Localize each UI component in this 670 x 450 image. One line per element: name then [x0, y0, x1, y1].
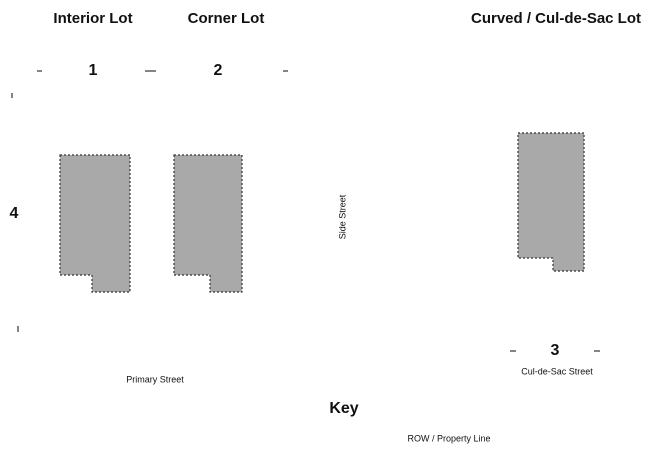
primary-street-label: Primary Street — [126, 374, 184, 384]
label-1: 1 — [89, 62, 98, 79]
interior-lot — [59, 154, 131, 293]
culdesac-street-label: Cul-de-Sac Street — [521, 366, 593, 376]
curved-lot-title: Curved / Cul-de-Sac Lot — [471, 10, 641, 27]
corner-lot — [173, 154, 243, 293]
label-2: 2 — [214, 62, 223, 79]
side-street-label: Side Street — [337, 194, 347, 239]
label-4: 4 — [10, 205, 19, 222]
key-title: Key — [329, 400, 358, 417]
key-item: ROW / Property Line — [407, 433, 490, 443]
curved-lot — [517, 132, 585, 272]
interior-lot-title: Interior Lot — [53, 10, 132, 27]
label-3: 3 — [551, 342, 560, 359]
corner-lot-title: Corner Lot — [188, 10, 265, 27]
